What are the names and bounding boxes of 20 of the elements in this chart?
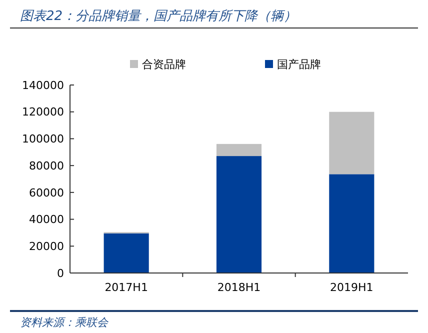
y-tick-label: 100000 — [22, 132, 64, 146]
x-tick-label: 2017H1 — [104, 281, 148, 294]
bar — [104, 233, 149, 273]
bar — [329, 112, 374, 174]
bar — [216, 156, 262, 273]
y-tick-label: 40000 — [29, 213, 64, 226]
y-tick-label: 120000 — [22, 106, 64, 119]
y-tick-label: 60000 — [29, 186, 64, 200]
y-tick-label: 80000 — [29, 159, 64, 172]
y-tick-label: 0 — [57, 266, 64, 280]
legend-label: 合资品牌 — [142, 58, 186, 71]
y-tick-label: 20000 — [29, 240, 64, 253]
y-tick-label: 140000 — [22, 78, 64, 92]
bar — [216, 144, 262, 156]
x-tick-label: 2018H1 — [217, 281, 261, 294]
x-tick-label: 2019H1 — [330, 281, 374, 294]
chart-title: 图表22：分品牌销量，国产品牌有所下降（辆） — [20, 9, 297, 24]
text: 资料来源：乘联会 — [20, 316, 109, 329]
bar — [329, 174, 374, 273]
legend-label: 国产品牌 — [277, 58, 321, 71]
